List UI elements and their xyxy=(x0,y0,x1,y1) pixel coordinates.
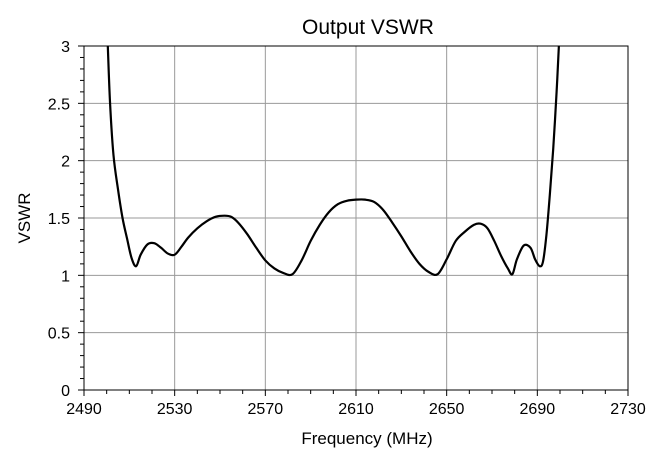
y-axis-label: VSWR xyxy=(15,193,34,244)
x-tick-label: 2490 xyxy=(66,401,102,418)
x-tick-label: 2610 xyxy=(338,401,374,418)
grid xyxy=(84,46,628,390)
axis-ticks xyxy=(78,45,629,396)
x-tick-label: 2570 xyxy=(248,401,284,418)
x-tick-label: 2690 xyxy=(520,401,556,418)
y-tick-label: 3 xyxy=(61,39,70,56)
y-tick-label: 1 xyxy=(61,268,70,285)
y-tick-label: 2 xyxy=(61,154,70,171)
x-axis-label: Frequency (MHz) xyxy=(301,429,432,448)
chart-title: Output VSWR xyxy=(302,16,434,39)
y-tick-label: 0.5 xyxy=(48,326,70,343)
tick-labels: 2490 2530 2570 2610 2650 2690 2730 0 0.5 1 1.5 2 2.5… xyxy=(48,39,646,418)
vswr-series-line xyxy=(106,45,560,277)
series-layer xyxy=(106,45,560,277)
y-tick-label: 1.5 xyxy=(48,211,70,228)
x-tick-label: 2730 xyxy=(610,401,646,418)
y-tick-label: 0 xyxy=(61,383,70,400)
x-tick-label: 2650 xyxy=(429,401,465,418)
x-tick-label: 2530 xyxy=(157,401,193,418)
y-tick-label: 2.5 xyxy=(48,96,70,113)
